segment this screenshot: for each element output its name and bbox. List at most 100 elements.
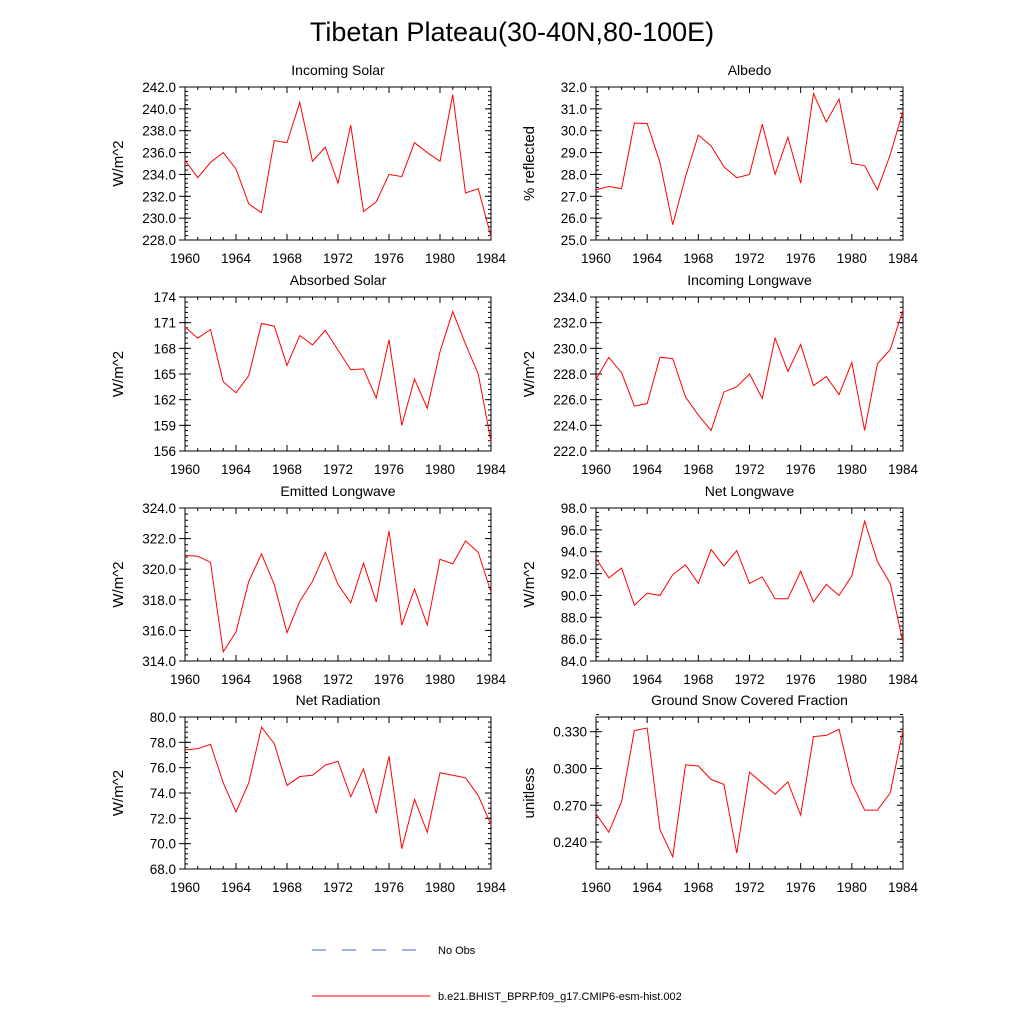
x-tick-label: 1984 [888, 251, 919, 266]
y-tick-label: 320.0 [142, 562, 176, 577]
y-tick-label: 232.0 [553, 316, 587, 331]
x-tick-label: 1964 [221, 672, 252, 687]
y-tick-label: 26.0 [561, 211, 587, 226]
series-line [595, 309, 904, 432]
y-tick-label: 222.0 [553, 444, 587, 459]
y-tick-label: 314.0 [142, 654, 176, 669]
y-axis-label: W/m^2 [110, 351, 127, 397]
panels: Incoming Solar W/m^2 1960 1964 1968 1972 1976 1… [110, 62, 919, 895]
x-tick-label: 1964 [221, 462, 252, 477]
x-tick-label: 1980 [837, 672, 867, 687]
x-tick-label: 1984 [476, 672, 507, 687]
x-tick-label: 1972 [734, 462, 764, 477]
x-tick-label: 1976 [374, 880, 404, 895]
x-tick-label: 1964 [632, 880, 663, 895]
x-tick-label: 1968 [683, 880, 713, 895]
y-tick-label: 0.240 [553, 835, 587, 850]
y-axis-label: W/m^2 [521, 561, 538, 607]
y-tick-label: 76.0 [150, 761, 176, 776]
y-tick-label: 228.0 [553, 367, 587, 382]
x-tick-label: 1968 [683, 462, 713, 477]
y-tick-label: 0.330 [553, 725, 587, 740]
x-tick-label: 1968 [683, 672, 713, 687]
y-tick-label: 234.0 [553, 290, 587, 305]
y-axis-label: W/m^2 [110, 561, 127, 607]
panel-absorbed-solar: Absorbed Solar W/m^2 1960 1964 1968 1972 1976 1… [110, 272, 507, 477]
x-tick-label: 1960 [581, 251, 611, 266]
x-tick-label: 1984 [476, 462, 507, 477]
y-tick-label: 94.0 [561, 545, 587, 560]
plot-frame [184, 296, 492, 452]
y-tick-label: 28.0 [561, 167, 587, 182]
figure-title: Tibetan Plateau(30-40N,80-100E) [310, 17, 714, 47]
series-line [184, 530, 492, 654]
x-tick-label: 1976 [374, 251, 404, 266]
y-tick-label: 232.0 [142, 189, 176, 204]
x-tick-label: 1968 [683, 251, 713, 266]
x-tick-label: 1968 [272, 462, 302, 477]
x-tick-label: 1980 [837, 251, 867, 266]
y-tick-label: 230.0 [142, 211, 176, 226]
x-tick-label: 1984 [888, 880, 919, 895]
x-tick-label: 1972 [323, 462, 353, 477]
panel-title: Net Radiation [296, 692, 381, 708]
legend: No Obs b.e21.BHIST_BPRP.f09_g17.CMIP6-esm… [312, 945, 682, 1003]
y-tick-label: 74.0 [150, 786, 176, 801]
y-tick-label: 224.0 [553, 418, 587, 433]
series-line [595, 91, 904, 225]
panel-title: Emitted Longwave [280, 483, 395, 499]
y-tick-label: 31.0 [561, 102, 587, 117]
y-axis-label: W/m^2 [110, 140, 127, 186]
x-tick-label: 1980 [837, 880, 867, 895]
x-tick-label: 1976 [786, 462, 816, 477]
panel-albedo: Albedo % reflected 1960 1964 1968 1972 1976 198… [521, 62, 919, 266]
x-tick-label: 1976 [786, 672, 816, 687]
y-tick-label: 230.0 [553, 341, 587, 356]
x-tick-label: 1976 [374, 462, 404, 477]
x-tick-label: 1984 [476, 251, 507, 266]
x-tick-label: 1972 [323, 672, 353, 687]
y-tick-label: 226.0 [553, 393, 587, 408]
legend-label: b.e21.BHIST_BPRP.f09_g17.CMIP6-esm-hist.… [438, 991, 682, 1003]
x-tick-label: 1960 [170, 880, 200, 895]
x-tick-label: 1968 [272, 672, 302, 687]
panel-ground-snow-covered-fraction: Ground Snow Covered Fraction unitless 1960… [521, 692, 919, 895]
series-line [184, 725, 492, 849]
y-tick-label: 324.0 [142, 501, 176, 516]
plot-frame [184, 716, 492, 870]
y-axis-label: W/m^2 [521, 351, 538, 397]
x-tick-label: 1976 [374, 672, 404, 687]
y-tick-label: 159 [153, 418, 176, 433]
y-tick-label: 228.0 [142, 233, 176, 248]
x-tick-label: 1976 [786, 251, 816, 266]
x-tick-label: 1960 [170, 462, 200, 477]
y-tick-label: 92.0 [561, 567, 587, 582]
x-tick-label: 1968 [272, 251, 302, 266]
y-tick-label: 171 [153, 316, 176, 331]
x-tick-label: 1964 [221, 251, 252, 266]
y-tick-label: 242.0 [142, 80, 176, 95]
y-tick-label: 0.300 [553, 761, 587, 776]
x-tick-label: 1972 [323, 880, 353, 895]
x-tick-label: 1964 [632, 462, 663, 477]
x-tick-label: 1964 [221, 880, 252, 895]
y-tick-label: 70.0 [150, 837, 176, 852]
x-tick-label: 1960 [581, 672, 611, 687]
x-tick-label: 1960 [170, 251, 200, 266]
y-tick-label: 86.0 [561, 632, 587, 647]
y-tick-label: 29.0 [561, 146, 587, 161]
panel-title: Ground Snow Covered Fraction [651, 692, 848, 708]
x-tick-label: 1984 [476, 880, 507, 895]
x-tick-label: 1980 [425, 672, 455, 687]
y-tick-label: 25.0 [561, 233, 587, 248]
x-tick-label: 1980 [425, 880, 455, 895]
panel-title: Absorbed Solar [290, 272, 387, 288]
y-tick-label: 322.0 [142, 532, 176, 547]
x-tick-label: 1960 [581, 880, 611, 895]
plot-frame [595, 86, 904, 241]
y-tick-label: 90.0 [561, 588, 587, 603]
legend-label: No Obs [438, 945, 476, 957]
panel-title: Albedo [728, 62, 772, 78]
x-tick-label: 1960 [170, 672, 200, 687]
panel-emitted-longwave: Emitted Longwave W/m^2 1960 1964 1968 1972 197… [110, 483, 507, 687]
